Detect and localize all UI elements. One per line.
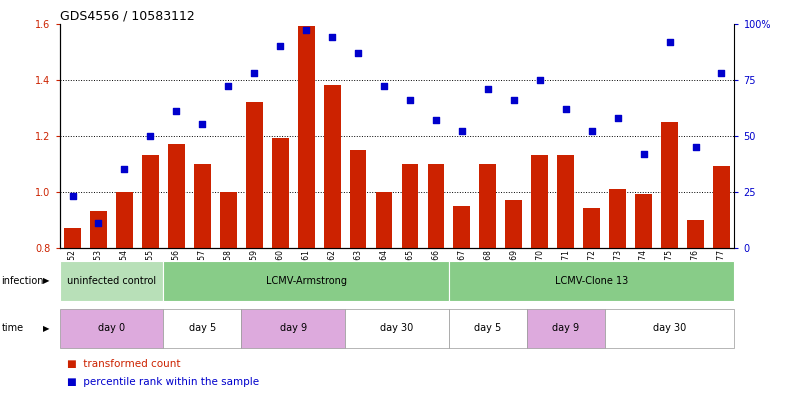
Text: LCMV-Armstrong: LCMV-Armstrong	[266, 276, 347, 286]
Bar	[164, 261, 449, 301]
Point	[300, 27, 313, 33]
Point	[481, 85, 494, 92]
Bar	[324, 85, 341, 393]
Point	[403, 97, 416, 103]
Bar	[60, 309, 164, 348]
Bar	[90, 211, 107, 393]
Text: day 0: day 0	[98, 323, 125, 333]
Point	[196, 121, 209, 127]
Text: LCMV-Clone 13: LCMV-Clone 13	[555, 276, 628, 286]
Point	[663, 39, 676, 45]
Text: ■  transformed count: ■ transformed count	[67, 358, 181, 369]
Bar	[584, 208, 600, 393]
Point	[611, 114, 624, 121]
Text: day 9: day 9	[552, 323, 580, 333]
Point	[715, 70, 728, 76]
Bar	[531, 155, 548, 393]
Bar	[349, 150, 367, 393]
Point	[507, 97, 520, 103]
Text: day 9: day 9	[279, 323, 306, 333]
Point	[118, 166, 131, 172]
Text: ▶: ▶	[43, 324, 49, 332]
Bar	[241, 309, 345, 348]
Point	[144, 132, 156, 139]
Bar	[60, 261, 164, 301]
Point	[430, 117, 442, 123]
Bar	[64, 228, 81, 393]
Point	[585, 128, 598, 134]
Point	[274, 43, 287, 49]
Point	[378, 83, 391, 90]
Bar	[505, 200, 522, 393]
Text: infection: infection	[2, 276, 44, 286]
Bar	[609, 189, 626, 393]
Bar	[246, 102, 263, 393]
Bar	[713, 166, 730, 393]
Point	[638, 151, 650, 157]
Text: day 5: day 5	[474, 323, 502, 333]
Point	[248, 70, 260, 76]
Text: GDS4556 / 10583112: GDS4556 / 10583112	[60, 9, 195, 22]
Bar	[605, 309, 734, 348]
Bar	[526, 309, 605, 348]
Text: time: time	[2, 323, 24, 333]
Text: day 30: day 30	[653, 323, 686, 333]
Text: day 30: day 30	[380, 323, 414, 333]
Bar	[164, 309, 241, 348]
Bar	[345, 309, 449, 348]
Bar	[168, 144, 185, 393]
Point	[560, 106, 572, 112]
Point	[534, 76, 546, 83]
Bar	[220, 192, 237, 393]
Bar	[194, 163, 210, 393]
Text: uninfected control: uninfected control	[67, 276, 156, 286]
Bar	[661, 121, 678, 393]
Text: ▶: ▶	[43, 277, 49, 285]
Point	[170, 108, 183, 114]
Point	[326, 34, 338, 40]
Bar	[453, 206, 470, 393]
Bar	[635, 195, 652, 393]
Bar	[116, 192, 133, 393]
Bar	[272, 138, 289, 393]
Point	[352, 50, 364, 56]
Bar	[449, 309, 526, 348]
Point	[92, 220, 105, 226]
Bar	[687, 220, 704, 393]
Bar	[427, 163, 445, 393]
Bar	[557, 155, 574, 393]
Point	[689, 143, 702, 150]
Bar	[480, 163, 496, 393]
Text: day 5: day 5	[189, 323, 216, 333]
Bar	[376, 192, 392, 393]
Bar	[142, 155, 159, 393]
Point	[456, 128, 468, 134]
Bar	[298, 26, 314, 393]
Bar	[402, 163, 418, 393]
Point	[222, 83, 235, 90]
Text: ■  percentile rank within the sample: ■ percentile rank within the sample	[67, 377, 260, 387]
Point	[66, 193, 79, 199]
Bar	[449, 261, 734, 301]
